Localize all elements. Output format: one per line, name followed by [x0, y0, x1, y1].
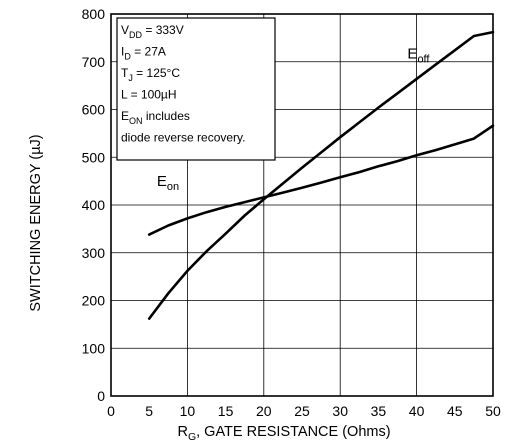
x-tick-label: 15	[218, 403, 234, 419]
y-tick-label: 0	[97, 388, 105, 404]
condition-line: L = 100µH	[121, 88, 177, 102]
x-axis-title: RG, GATE RESISTANCE (Ohms)	[177, 424, 390, 443]
y-tick-label: 800	[82, 6, 106, 22]
curves	[147, 30, 495, 320]
x-tick-label: 0	[107, 403, 115, 419]
x-tick-label: 10	[180, 403, 196, 419]
y-tick-label: 200	[82, 293, 106, 309]
y-tick-label: 700	[82, 54, 106, 70]
series-eoff-line	[147, 30, 495, 320]
x-tick-label: 20	[256, 403, 272, 419]
x-tick-label: 40	[409, 403, 425, 419]
condition-line: TJ = 125°C	[121, 66, 180, 83]
series-label-eoff: Eoff	[407, 45, 430, 65]
y-axis-title: SWITCHING ENERGY (µJ)	[28, 134, 44, 311]
x-tick-label: 5	[145, 403, 153, 419]
x-tick-label: 50	[485, 403, 501, 419]
x-tick-label: 35	[371, 403, 387, 419]
condition-line: diode reverse recovery.	[121, 131, 246, 145]
x-tick-label: 45	[447, 403, 463, 419]
test-conditions-box: VDD = 333V ID = 27A TJ = 125°C L = 100µH EON…	[116, 17, 276, 161]
condition-line: VDD = 333V	[121, 23, 184, 40]
y-tick-label: 600	[82, 102, 106, 118]
x-tick-labels: 0 5 10 15 20 25 30 35 40 45 50	[107, 403, 501, 419]
plot-frame	[110, 13, 494, 397]
y-tick-label: 400	[82, 197, 106, 213]
condition-line: EON includes	[121, 109, 190, 126]
y-tick-label: 300	[82, 245, 106, 261]
series-eon-line	[147, 124, 495, 236]
condition-line: ID = 27A	[121, 45, 166, 62]
y-tick-label: 100	[82, 340, 106, 356]
y-tick-label: 500	[82, 149, 106, 165]
series-label-eon: Eon	[157, 173, 179, 193]
conditions-frame	[116, 17, 276, 161]
x-tick-label: 25	[294, 403, 310, 419]
x-tick-label: 30	[332, 403, 348, 419]
y-tick-labels: 0 100 200 300 400 500 600 700 800	[82, 6, 106, 404]
